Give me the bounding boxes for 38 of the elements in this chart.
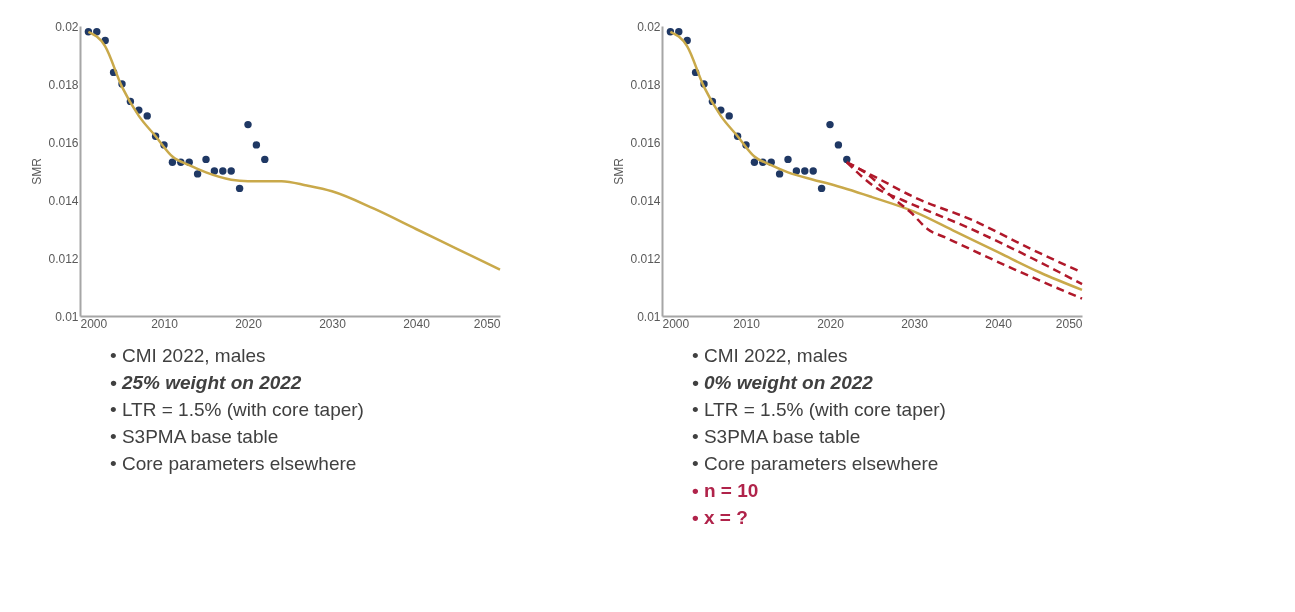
text: • n = 10 bbox=[692, 480, 759, 501]
x-tick-label: 2040 bbox=[403, 316, 431, 331]
text: • CMI 2022, males bbox=[692, 345, 848, 366]
x-tick-label: 2020 bbox=[235, 316, 263, 331]
y-axis-title: SMR bbox=[612, 157, 627, 185]
x-tick-label: 2040 bbox=[985, 316, 1013, 331]
text: • 0% weight on 2022 bbox=[692, 372, 874, 393]
x-tick-label: 2030 bbox=[319, 316, 347, 331]
x-tick-label: 2050 bbox=[1055, 316, 1083, 331]
text: • LTR = 1.5% (with core taper) bbox=[110, 399, 364, 420]
text: • Core parameters elsewhere bbox=[692, 453, 939, 474]
text: • LTR = 1.5% (with core taper) bbox=[692, 399, 946, 420]
x-tick-label: 2020 bbox=[817, 316, 845, 331]
y-tick-label: 0.016 bbox=[630, 135, 661, 150]
y-axis-title: SMR bbox=[30, 157, 45, 185]
x-tick-label: 2010 bbox=[151, 316, 179, 331]
text: • S3PMA base table bbox=[110, 426, 279, 447]
text: • Core parameters elsewhere bbox=[110, 453, 357, 474]
y-tick-label: 0.018 bbox=[630, 77, 661, 92]
y-tick-label: 0.014 bbox=[630, 193, 661, 208]
y-tick-label: 0.012 bbox=[48, 251, 79, 266]
y-tick-label: 0.01 bbox=[637, 309, 661, 324]
y-tick-label: 0.016 bbox=[48, 135, 79, 150]
y-tick-label: 0.02 bbox=[55, 19, 79, 34]
text: • x = ? bbox=[692, 507, 748, 528]
x-tick-label: 2050 bbox=[473, 316, 501, 331]
x-tick-label: 2010 bbox=[733, 316, 761, 331]
y-tick-label: 0.014 bbox=[48, 193, 79, 208]
x-tick-label: 2030 bbox=[901, 316, 929, 331]
y-tick-label: 0.02 bbox=[637, 19, 661, 34]
text: • S3PMA base table bbox=[692, 426, 861, 447]
y-tick-label: 0.012 bbox=[630, 251, 661, 266]
x-tick-label: 2000 bbox=[662, 316, 690, 331]
text: • CMI 2022, males bbox=[110, 345, 266, 366]
x-tick-label: 2000 bbox=[80, 316, 108, 331]
y-tick-label: 0.018 bbox=[48, 77, 79, 92]
y-tick-label: 0.01 bbox=[55, 309, 79, 324]
text: • 25% weight on 2022 bbox=[110, 372, 302, 393]
